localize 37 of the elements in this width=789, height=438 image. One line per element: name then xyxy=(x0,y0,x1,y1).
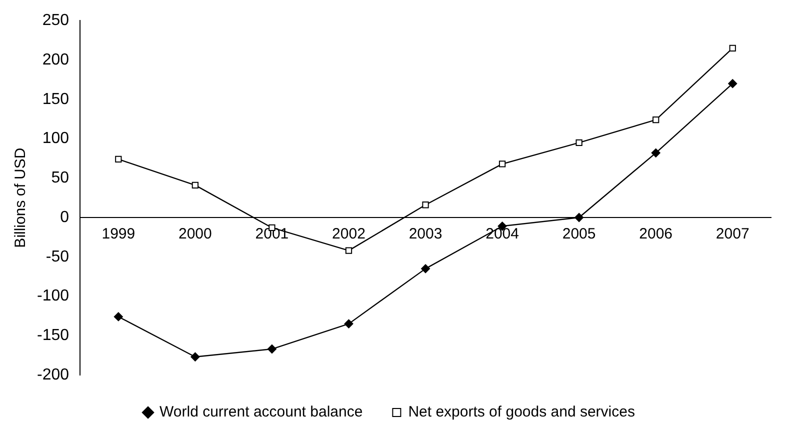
point xyxy=(651,148,660,158)
point xyxy=(421,264,430,274)
legend-label: World current account balance xyxy=(160,404,363,421)
y-tick-label: 250 xyxy=(42,12,70,30)
point xyxy=(344,319,354,328)
point xyxy=(576,139,582,146)
y-tick-label: 150 xyxy=(42,90,70,108)
y-tick-label: -50 xyxy=(46,248,70,266)
point xyxy=(114,312,123,322)
y-axis-title: Billions of USD xyxy=(12,148,30,248)
legend-label: Net exports of goods and services xyxy=(408,404,635,421)
x-tick-label: 2000 xyxy=(178,226,212,243)
x-tick-label: 2005 xyxy=(562,226,596,243)
y-tick-label: -200 xyxy=(36,366,70,384)
y-tick-label: 100 xyxy=(42,130,70,148)
point xyxy=(190,352,200,362)
x-tick-label: 2006 xyxy=(639,226,673,243)
point xyxy=(345,247,352,254)
y-tick-label: 0 xyxy=(60,208,70,226)
point xyxy=(267,344,276,354)
point xyxy=(574,212,584,222)
point xyxy=(498,160,506,168)
point xyxy=(652,116,660,124)
point xyxy=(192,182,199,189)
y-tick-label: -100 xyxy=(36,288,70,305)
x-tick-label: 2003 xyxy=(408,226,442,243)
x-tick-label: 2002 xyxy=(332,226,366,243)
x-tick-label: 2004 xyxy=(486,226,519,243)
point xyxy=(728,79,738,88)
y-tick-label: 200 xyxy=(42,51,70,68)
y-tick-label: 50 xyxy=(51,170,70,187)
point xyxy=(115,156,122,163)
x-tick-label: 2007 xyxy=(716,226,750,243)
point xyxy=(729,44,736,52)
y-tick-label: -150 xyxy=(36,327,70,344)
point xyxy=(422,202,429,208)
x-tick-label: 1999 xyxy=(102,226,136,243)
